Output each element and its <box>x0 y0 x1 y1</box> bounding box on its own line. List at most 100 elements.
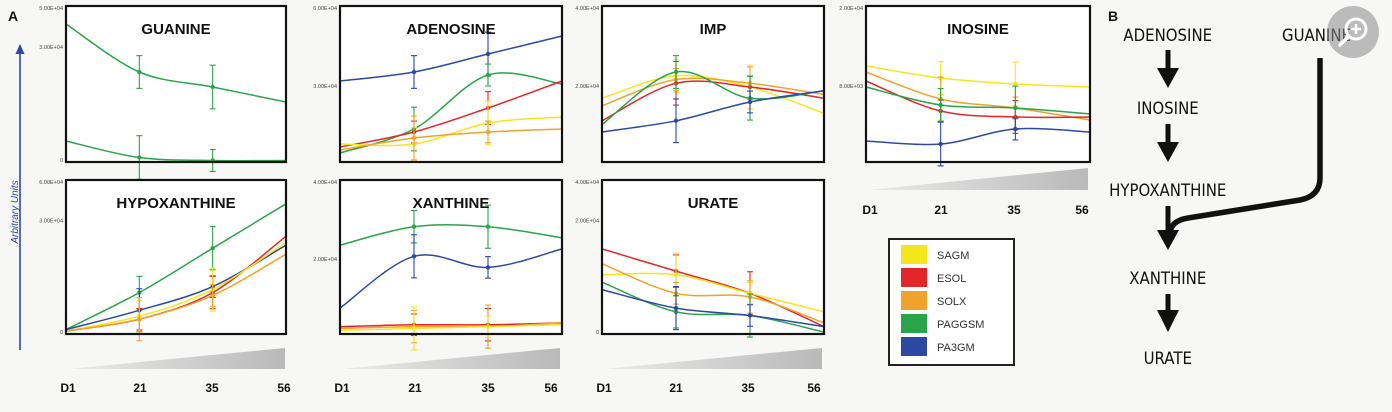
y-tick-label: 4.00E+04 <box>575 6 599 12</box>
panel-inosine: 2.00E+04 8.00E+03 INOSINE <box>839 4 1092 167</box>
panel-hypoxanthine: 6.00E+04 3.00E+04 0 HYPOXANTHINE <box>39 178 288 342</box>
legend-entry-esol: ESOL <box>901 268 966 287</box>
zoom-icon[interactable] <box>1327 6 1379 58</box>
series-line-pa3gm <box>601 90 825 133</box>
time-ramp-col4 <box>868 168 1088 190</box>
x-tick-label: D1 <box>862 203 878 217</box>
data-point <box>485 224 491 229</box>
data-point <box>485 265 491 270</box>
data-point <box>210 84 215 90</box>
legend-entry-paggsm: PAGGSM <box>901 314 984 333</box>
legend-label: SAGM <box>937 250 969 262</box>
x-axis-col3: D1 21 35 56 <box>596 381 821 395</box>
series-line-esol <box>601 80 825 122</box>
plot-area <box>340 180 562 334</box>
y-tick-label: 3.00E+04 <box>39 219 63 225</box>
panel-frame <box>338 178 564 336</box>
panel-imp: 4.00E+04 2.00E+04 IMP <box>575 4 826 164</box>
y-tick-label: 0 <box>60 330 63 336</box>
x-tick-label: 21 <box>669 381 683 395</box>
time-ramp-col2 <box>342 348 560 369</box>
series-line-paggsm <box>865 86 1091 115</box>
x-tick-label: 56 <box>807 381 821 395</box>
data-point <box>938 141 943 147</box>
panel-guanine: 5.00E+04 3.00E+04 0 GUANINE <box>39 4 288 180</box>
x-tick-label: 35 <box>205 381 219 395</box>
data-point <box>673 69 679 75</box>
series-line-pa3gm <box>339 248 563 309</box>
data-point <box>673 118 679 123</box>
panel-title: ADENOSINE <box>406 21 495 38</box>
panel-frame <box>864 4 1092 164</box>
data-point <box>411 69 417 75</box>
data-point <box>485 51 491 57</box>
y-tick-label: 2.00E+04 <box>313 257 337 263</box>
y-tick-label: 4.00E+04 <box>575 180 599 186</box>
plot-area <box>340 6 562 162</box>
data-point <box>747 313 753 318</box>
arrow-hypoxanthine-xanthine <box>1157 206 1179 250</box>
legend-swatch <box>901 337 927 356</box>
panel-title: HYPOXANTHINE <box>116 195 235 212</box>
x-tick-label: 21 <box>133 381 147 395</box>
legend-entry-sagm: SAGM <box>901 245 969 264</box>
x-tick-label: D1 <box>596 381 612 395</box>
legend-entry-pa3gm: PA3GM <box>901 337 975 356</box>
data-point <box>137 317 142 322</box>
legend-entry-solx: SOLX <box>901 291 967 310</box>
panel-b-letter: B <box>1108 8 1118 24</box>
y-tick-label: 4.00E+04 <box>313 180 337 186</box>
x-axis-col1: D1 21 35 56 <box>60 381 291 395</box>
panel-adenosine: 6.00E+04 3.00E+04 ADENOSINE <box>313 4 564 164</box>
legend-label: SOLX <box>937 296 967 308</box>
panel-frame <box>64 4 288 164</box>
series-line-sagm <box>865 65 1091 88</box>
pathway-diagram: ADENOSINE INOSINE HYPOXANTHINE XANTHINE … <box>1109 25 1351 368</box>
pathway-node-inosine: INOSINE <box>1137 98 1199 118</box>
series-line-solx <box>601 263 825 324</box>
series-line-solx <box>601 77 825 107</box>
series-line-pa3gm <box>865 127 1091 146</box>
panel-frame <box>600 4 826 164</box>
series-line-esol <box>339 322 563 328</box>
data-point <box>210 293 215 298</box>
legend-label: ESOL <box>937 273 966 285</box>
series-line-pa3gm <box>601 288 825 328</box>
x-tick-label: D1 <box>334 381 350 395</box>
legend: SAGM ESOL SOLX PAGGSM PA3GM <box>888 238 1015 366</box>
data-point <box>411 254 417 259</box>
series-line-esol <box>601 248 825 328</box>
pathway-node-xanthine: XANTHINE <box>1129 268 1206 288</box>
arrow-guanine-xanthine <box>1167 58 1323 235</box>
y-tick-label: 6.00E+04 <box>313 6 337 12</box>
x-tick-label: 56 <box>544 381 558 395</box>
series-line-paggsm <box>601 70 825 126</box>
y-tick-label: 2.00E+04 <box>839 6 863 12</box>
data-point <box>485 129 491 135</box>
y-tick-label: 6.00E+04 <box>39 180 63 186</box>
panel-title: INOSINE <box>947 21 1009 38</box>
pathway-node-hypoxanthine: HYPOXANTHINE <box>1109 180 1226 200</box>
data-point <box>938 102 943 108</box>
y-tick-label: 0 <box>596 330 599 336</box>
legend-swatch <box>901 314 927 333</box>
data-point <box>1013 105 1018 111</box>
y-tick-label: 2.00E+04 <box>575 84 599 90</box>
arrow-inosine-hypoxanthine <box>1157 124 1179 162</box>
pathway-arrows <box>1157 50 1323 332</box>
series-line-solx <box>65 253 287 332</box>
legend-swatch <box>901 268 927 287</box>
plot-area <box>66 6 286 162</box>
x-tick-label: 21 <box>408 381 422 395</box>
data-point <box>485 72 491 78</box>
data-point <box>411 135 417 141</box>
series-line-paggsm <box>601 281 825 333</box>
y-tick-label: 3.00E+04 <box>39 45 63 51</box>
panel-title: IMP <box>700 21 727 38</box>
plot-area <box>602 6 824 162</box>
pathway-node-urate: URATE <box>1144 348 1192 368</box>
x-tick-label: D1 <box>60 381 76 395</box>
y-tick-label: 2.00E+04 <box>575 219 599 225</box>
data-point <box>485 324 491 329</box>
